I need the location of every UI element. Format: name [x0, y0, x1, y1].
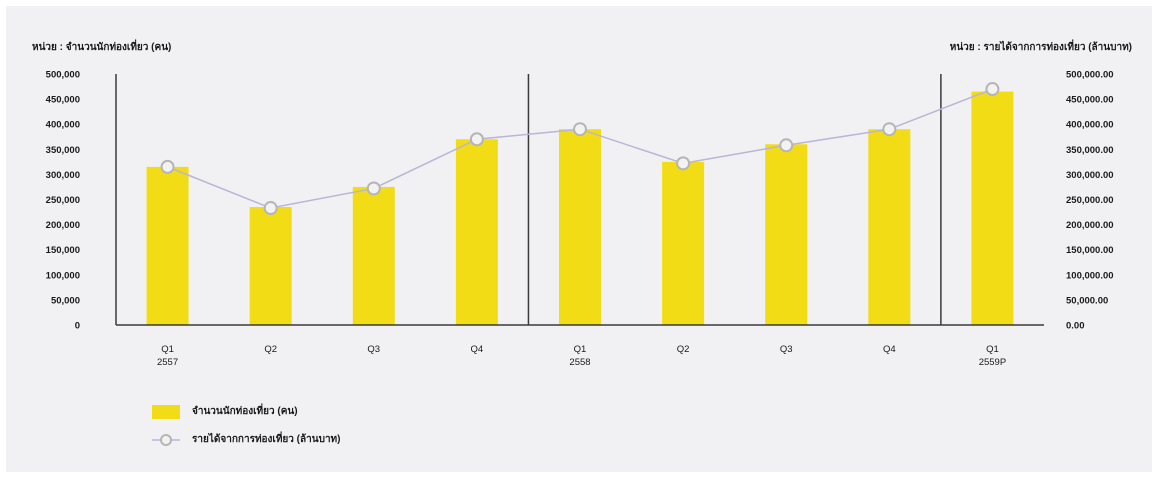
bar: [868, 129, 911, 325]
x-tick-year-label: 2558: [569, 357, 590, 368]
legend-bar-label: จำนวนนักท่องเที่ยว (คน): [192, 406, 298, 417]
left-tick-label: 350,000: [46, 145, 80, 156]
x-tick-label: Q1: [161, 344, 174, 355]
right-tick-label: 250,000.00: [1066, 195, 1114, 206]
bar: [662, 161, 705, 325]
left-tick-label: 400,000: [46, 120, 80, 131]
left-tick-label: 250,000: [46, 195, 80, 206]
right-tick-label: 150,000.00: [1066, 245, 1114, 256]
x-tick-year-label: 2559P: [979, 357, 1006, 368]
bar: [559, 129, 601, 325]
line-marker: [160, 159, 175, 174]
right-tick-label: 300,000.00: [1066, 170, 1114, 181]
chart-panel: หน่วย : จำนวนนักท่องเที่ยว (คน) หน่วย : …: [6, 6, 1152, 472]
right-tick-label: 500,000.00: [1066, 70, 1114, 81]
right-tick-label: 350,000.00: [1066, 145, 1114, 156]
bar: [455, 139, 498, 325]
bar: [765, 144, 808, 325]
right-tick-label: 200,000.00: [1066, 220, 1114, 231]
right-tick-label: 450,000.00: [1066, 95, 1114, 106]
left-tick-label: 300,000: [46, 170, 80, 181]
bar: [971, 91, 1014, 325]
right-tick-label: 0.00: [1066, 321, 1085, 332]
right-tick-label: 100,000.00: [1066, 270, 1114, 281]
line-marker: [263, 201, 278, 216]
left-tick-label: 200,000: [46, 220, 80, 231]
left-tick-label: 50,000: [51, 295, 80, 306]
right-axis-title: หน่วย : รายได้จากการท่องเที่ยว (ล้านบาท): [949, 42, 1132, 53]
left-tick-label: 150,000: [46, 245, 80, 256]
x-tick-label: Q4: [471, 344, 484, 355]
line-marker: [366, 181, 381, 196]
x-tick-label: Q4: [883, 344, 896, 355]
legend-item-bars: จำนวนนักท่องเที่ยว (คน): [152, 404, 298, 419]
line-marker: [573, 122, 587, 137]
left-axis-title: หน่วย : จำนวนนักท่องเที่ยว (คน): [32, 42, 172, 53]
bar: [249, 207, 292, 325]
legend-bar-swatch: [152, 404, 180, 419]
legend-item-line: รายได้จากการท่องเที่ยว (ล้านบาท): [152, 432, 340, 447]
left-tick-label: 450,000: [46, 95, 80, 106]
x-tick-label: Q1: [986, 344, 999, 355]
left-tick-label: 100,000: [46, 270, 80, 281]
line-marker: [779, 138, 794, 153]
legend-line-swatch: [152, 433, 180, 446]
line-marker: [985, 82, 1000, 97]
x-tick-label: Q3: [367, 344, 380, 355]
x-tick-year-label: 2557: [157, 357, 178, 368]
x-tick-label: Q1: [574, 344, 587, 355]
line-marker: [469, 132, 484, 147]
combo-chart: 500,000 450,000 400,000 350,000 300,000 250,0…: [46, 70, 1114, 369]
x-tick-label: Q3: [780, 344, 793, 355]
x-tick-label: Q2: [264, 344, 277, 355]
right-tick-label: 50,000.00: [1066, 295, 1108, 306]
line-marker: [882, 122, 897, 137]
left-tick-label: 500,000: [46, 70, 80, 81]
legend-line-label: รายได้จากการท่องเที่ยว (ล้านบาท): [192, 434, 341, 445]
bar: [352, 186, 395, 325]
left-tick-label: 0: [75, 321, 80, 332]
bar: [146, 166, 189, 325]
line-marker: [676, 156, 691, 171]
x-tick-label: Q2: [677, 344, 690, 355]
right-tick-label: 400,000.00: [1066, 120, 1114, 131]
